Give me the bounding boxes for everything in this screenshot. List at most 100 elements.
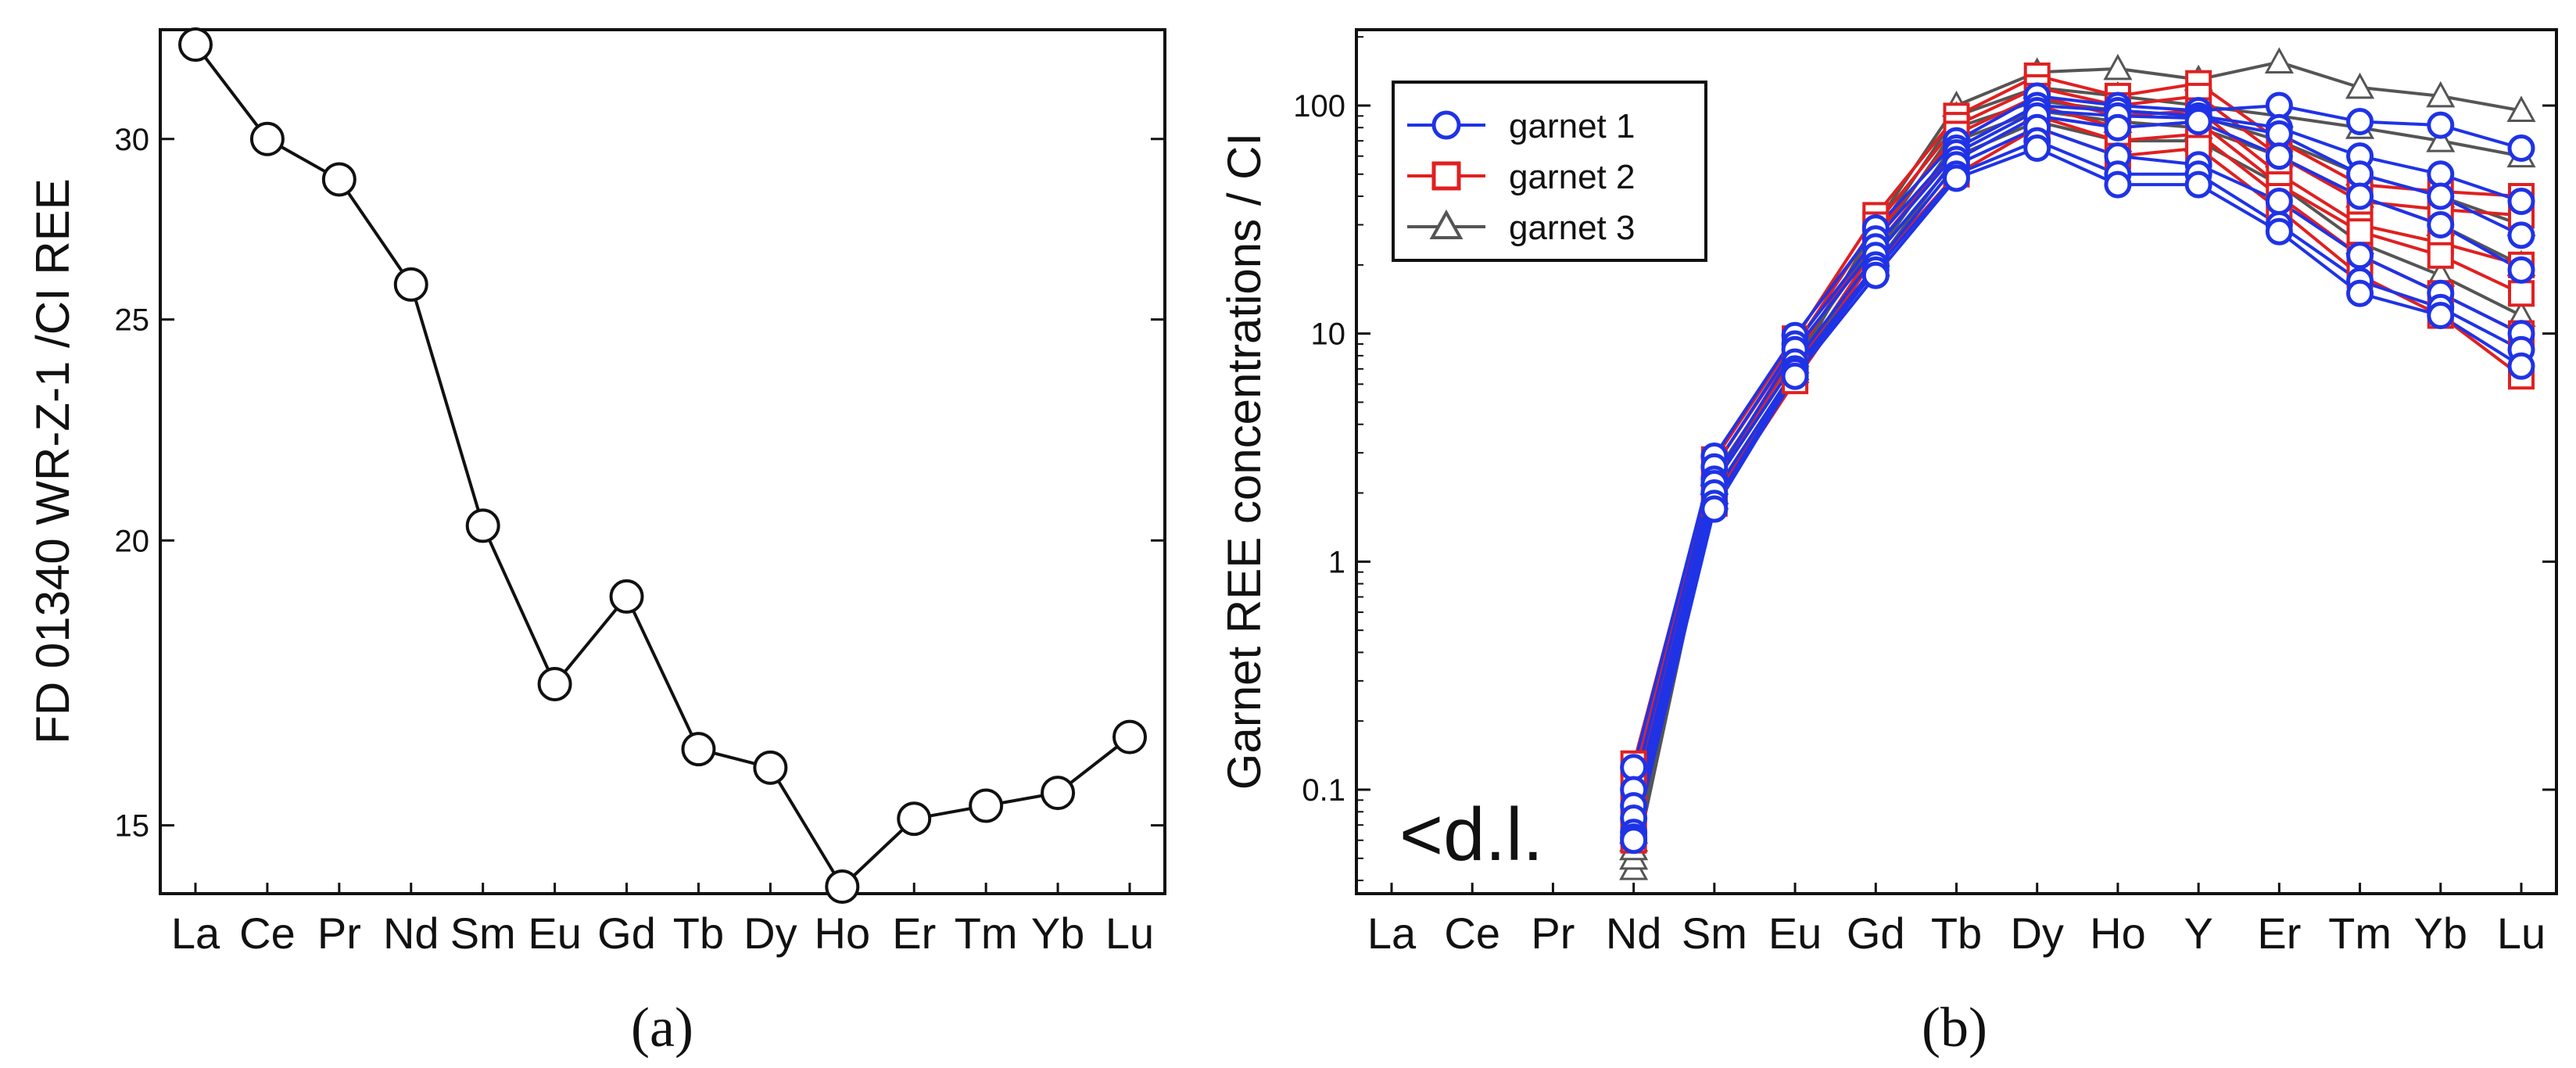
- panel-a-ytick-label-20: 20: [115, 524, 150, 558]
- panel-b-label: (b): [1922, 996, 1987, 1059]
- panel-a-xtick-label-ho: Ho: [815, 909, 871, 958]
- data-point-fd-01340-wr-z-1-nd: [393, 267, 428, 302]
- data-point-garnet-1-er: [2265, 91, 2293, 120]
- data-point-fd-01340-wr-z-1-la: [178, 27, 213, 63]
- data-point-fd-01340-wr-z-1-eu: [537, 666, 572, 701]
- data-point-garnet-1-er: [2265, 120, 2293, 148]
- data-point-fd-01340-wr-z-1-tm: [969, 788, 1004, 823]
- panel-b-ytick-label-0-1: 0.1: [1302, 773, 1345, 808]
- data-point-garnet-1-lu: [2507, 256, 2535, 284]
- panel-b-xtick-label-nd: Nd: [1606, 909, 1662, 958]
- panel-a-xtick-label-yb: Yb: [1031, 909, 1085, 958]
- data-point-fd-01340-wr-z-1-dy: [753, 750, 788, 785]
- panel-a-ytick-label-30: 30: [115, 123, 150, 157]
- series-line-garnet-1: [1632, 139, 2522, 838]
- data-point-garnet-1-er: [2265, 217, 2293, 245]
- data-point-garnet-3-yb: [2426, 81, 2456, 108]
- data-point-fd-01340-wr-z-1-er: [897, 801, 932, 837]
- series-line-garnet-2: [1632, 94, 2522, 801]
- panel-a-xtick-label-ce: Ce: [239, 909, 296, 958]
- legend-item-garnet-1: garnet 1: [1407, 107, 1635, 145]
- series-line-garnet-2: [1632, 73, 2522, 765]
- data-point-garnet-3-er: [2264, 47, 2294, 73]
- data-point-fd-01340-wr-z-1-gd: [609, 579, 644, 614]
- panel-b-xtick-label-y: Y: [2184, 909, 2212, 958]
- data-point-garnet-3-ho: [2103, 53, 2133, 81]
- data-point-garnet-3-lu: [2506, 95, 2536, 122]
- series-line-garnet-3: [1632, 109, 2522, 841]
- series-line-garnet-1: [1632, 103, 2522, 790]
- data-point-garnet-3-tm: [2345, 72, 2375, 99]
- data-point-garnet-1-lu: [2507, 352, 2535, 380]
- data-point-garnet-1-y: [2184, 170, 2212, 199]
- legend: garnet 1 garnet 2 garnet 3: [1392, 81, 1707, 262]
- data-point-garnet-1-yb: [2427, 160, 2455, 188]
- panel-a-xtick-label-tm: Tm: [955, 909, 1018, 958]
- data-point-garnet-1-nd: [1620, 754, 1648, 782]
- series-line-garnet-1: [1632, 114, 2522, 819]
- series-line-garnet-3: [1632, 120, 2522, 833]
- legend-item-garnet-3: garnet 3: [1407, 209, 1635, 247]
- panel-a-xtick-label-gd: Gd: [597, 909, 656, 958]
- panel-a-xtick-label-er: Er: [892, 909, 936, 958]
- legend-marker-garnet-1: [1431, 110, 1461, 140]
- panel-a-ytick-label-15: 15: [115, 809, 150, 844]
- data-point-garnet-1-lu: [2507, 134, 2535, 163]
- data-point-fd-01340-wr-z-1-pr: [321, 162, 356, 197]
- panel-b-xtick-label-tb: Tb: [1931, 909, 1982, 958]
- panel-a-xtick-label-pr: Pr: [317, 909, 361, 958]
- data-point-fd-01340-wr-z-1-sm: [465, 508, 500, 543]
- data-point-garnet-1-er: [2265, 142, 2293, 170]
- data-point-garnet-1-yb: [2427, 182, 2455, 210]
- panel-a-points: [178, 27, 1147, 904]
- series-line-garnet-3: [1632, 99, 2522, 850]
- panel-a-xtick-label-lu: Lu: [1105, 909, 1154, 958]
- series-line-garnet-2: [1632, 114, 2522, 833]
- panel-b-ytick-label-1: 1: [1328, 545, 1345, 579]
- data-point-garnet-1-tm: [2346, 182, 2374, 210]
- series-line-garnet-1: [1632, 94, 2522, 769]
- legend-label-garnet-2: garnet 2: [1509, 158, 1635, 196]
- series-line-garnet-1: [1632, 126, 2522, 833]
- data-point-garnet-2-tm: [2346, 218, 2374, 245]
- data-point-garnet-1-tm: [2346, 279, 2374, 307]
- panel-b-chart: La Ce Pr Nd Sm Eu Gd Tb Dy Ho Y Er Tm Yb Lu 0.1 1 10 100 G…: [1218, 28, 2558, 1059]
- series-line-garnet-1: [1632, 146, 2523, 841]
- data-point-garnet-2-yb: [2427, 242, 2454, 269]
- detection-limit-annotation: <d.l.: [1399, 793, 1543, 876]
- data-point-fd-01340-wr-z-1-yb: [1041, 776, 1076, 811]
- data-point-garnet-1-eu: [1781, 362, 1809, 390]
- data-point-fd-01340-wr-z-1-ce: [249, 121, 285, 156]
- panel-a-xtick-label-la: La: [171, 909, 220, 958]
- panel-b-xtick-label-ce: Ce: [1444, 909, 1500, 958]
- legend-item-garnet-2: garnet 2: [1407, 158, 1635, 196]
- data-point-garnet-1-tb: [1943, 164, 1970, 192]
- panel-b-axes: La Ce Pr Nd Sm Eu Gd Tb Dy Ho Y Er Tm Yb Lu 0.1 1 10 100: [1293, 36, 2556, 958]
- data-point-garnet-1-ho: [2104, 170, 2132, 199]
- panel-a-ylabel: FD 01340 WR-Z-1 /CI REE: [27, 178, 79, 744]
- data-point-garnet-2-lu: [2508, 280, 2535, 307]
- panel-b-xtick-label-lu: Lu: [2497, 909, 2546, 958]
- legend-marker-garnet-2: [1431, 161, 1461, 191]
- data-point-garnet-1-tm: [2346, 160, 2374, 188]
- panel-a-chart: La Ce Pr Nd Sm Eu Gd Tb Dy Ho Er Tm Yb Lu 15 20 25 30 FD …: [27, 27, 1166, 1059]
- series-line-garnet-2: [1632, 126, 2523, 841]
- data-point-garnet-1-yb: [2427, 210, 2455, 238]
- panel-b-ylabel: Garnet REE concentrations / CI: [1218, 133, 1270, 790]
- panel-a-xtick-label-dy: Dy: [743, 909, 797, 958]
- series-line-garnet-1: [1632, 109, 2522, 807]
- series-line-garnet-2: [1632, 103, 2522, 819]
- panel-a-xtick-label-eu: Eu: [528, 909, 582, 958]
- panel-a-xtick-label-tb: Tb: [673, 909, 724, 958]
- data-point-garnet-1-yb: [2427, 302, 2455, 330]
- series-line-garnet-2: [1632, 85, 2522, 781]
- panel-b-xtick-label-sm: Sm: [1682, 909, 1747, 958]
- legend-label-garnet-1: garnet 1: [1509, 107, 1635, 145]
- panel-b-ytick-label-10: 10: [1311, 317, 1346, 352]
- panel-a-ytick-label-25: 25: [115, 303, 150, 338]
- panel-b-xtick-label-dy: Dy: [2010, 909, 2063, 958]
- data-point-garnet-1-er: [2265, 188, 2293, 216]
- data-point-garnet-1-lu: [2507, 221, 2535, 249]
- data-point-garnet-1-nd: [1620, 826, 1648, 855]
